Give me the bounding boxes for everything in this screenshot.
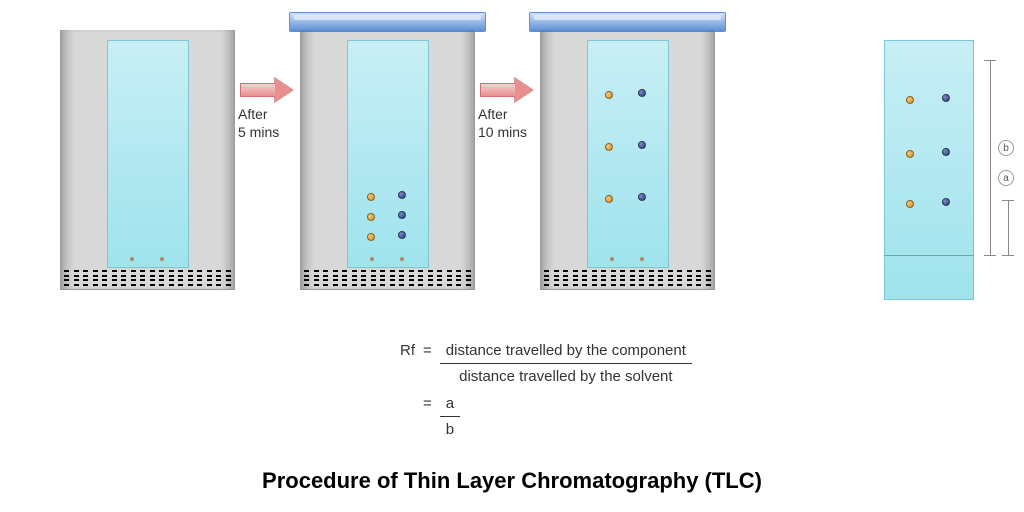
spot-orange <box>906 96 914 104</box>
spot-navy <box>398 191 406 199</box>
spot-navy <box>942 198 950 206</box>
solvent-2 <box>301 267 474 289</box>
rf-fraction-words: distance travelled by the component dist… <box>440 340 692 387</box>
solvent-1 <box>61 267 234 289</box>
spot-orange <box>605 143 613 151</box>
tlc-plate-1 <box>107 40 189 268</box>
equals-sign: = <box>423 340 432 361</box>
spot-navy <box>638 141 646 149</box>
rf-denominator: distance travelled by the solvent <box>453 364 678 387</box>
origin-spot <box>160 257 164 261</box>
solvent-3 <box>541 267 714 289</box>
label-a: a <box>998 170 1014 186</box>
chamber-3 <box>540 30 715 290</box>
spot-navy <box>638 193 646 201</box>
chamber-1 <box>60 30 235 290</box>
label-b: b <box>998 140 1014 156</box>
spot-navy <box>398 211 406 219</box>
spot-orange <box>367 193 375 201</box>
measure-a: a <box>998 200 1022 255</box>
origin-spot <box>400 257 404 261</box>
lid-2 <box>289 12 486 32</box>
arrow-2-label: After 10 mins <box>478 105 527 141</box>
page-title: Procedure of Thin Layer Chromatography (… <box>0 468 1024 494</box>
result-plate: b a <box>884 40 974 300</box>
rf-numerator: distance travelled by the component <box>440 340 692 364</box>
spot-orange <box>906 150 914 158</box>
spot-navy <box>942 148 950 156</box>
stage-3 <box>540 30 715 290</box>
rf-formula: Rf = distance travelled by the component… <box>400 340 692 440</box>
chamber-2 <box>300 30 475 290</box>
stage-2 <box>300 30 475 290</box>
tlc-plate-3 <box>587 40 669 268</box>
arrow-icon <box>240 80 290 100</box>
arrow-1: After 5 mins <box>240 30 298 290</box>
rf-a: a <box>440 393 460 417</box>
rf-lhs: Rf <box>400 340 415 361</box>
arrow-2: After 10 mins <box>480 30 538 290</box>
spot-orange <box>605 195 613 203</box>
spot-navy <box>398 231 406 239</box>
origin-spot <box>370 257 374 261</box>
spot-orange <box>367 233 375 241</box>
baseline <box>884 255 974 256</box>
stage-1 <box>60 30 235 290</box>
spot-navy <box>638 89 646 97</box>
spot-navy <box>942 94 950 102</box>
origin-spot <box>130 257 134 261</box>
tlc-plate-2 <box>347 40 429 268</box>
spot-orange <box>906 200 914 208</box>
equals-sign: = <box>423 393 432 414</box>
rf-b: b <box>440 417 460 440</box>
spot-orange <box>605 91 613 99</box>
arrow-icon <box>480 80 530 100</box>
origin-spot <box>610 257 614 261</box>
lid-3 <box>529 12 726 32</box>
arrow-1-label: After 5 mins <box>238 105 279 141</box>
origin-spot <box>640 257 644 261</box>
result-bg <box>884 40 974 300</box>
spot-orange <box>367 213 375 221</box>
rf-fraction-ab: a b <box>440 393 460 440</box>
